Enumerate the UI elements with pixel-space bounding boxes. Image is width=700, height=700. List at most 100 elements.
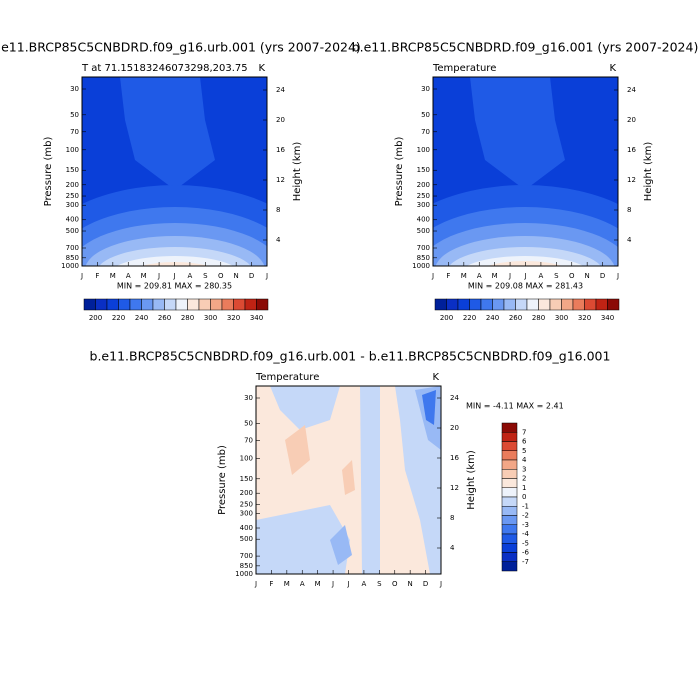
x-tick-label: J: [254, 580, 257, 588]
x-tick-label: M: [492, 272, 498, 280]
colorbar-box: [501, 506, 518, 516]
colorbar-label: 7: [522, 428, 526, 436]
y-tick-label: 70: [421, 128, 430, 136]
colorbar-label: 280: [181, 314, 194, 322]
colorbar-label: 220: [463, 314, 476, 322]
contour-field: [82, 77, 267, 266]
y-tick-label: 300: [240, 510, 253, 518]
y-tick-label: 250: [417, 192, 430, 200]
colorbar-label: 200: [89, 314, 102, 322]
colorbar-box: [515, 298, 528, 311]
x-tick-label: O: [569, 272, 575, 280]
colorbar-box: [106, 298, 119, 311]
x-tick-label: A: [477, 272, 482, 280]
colorbar-box: [492, 298, 505, 311]
colorbar-box: [538, 298, 551, 311]
y2-tick-label: 8: [276, 206, 280, 214]
y-tick-label: 100: [66, 146, 79, 154]
colorbar-label: -2: [522, 512, 529, 520]
y-tick-label: 250: [66, 192, 79, 200]
y2-tick-label: 20: [450, 424, 459, 432]
colorbar-label: 260: [158, 314, 171, 322]
colorbar-box: [256, 298, 269, 311]
y2-tick-label: 4: [627, 236, 632, 244]
y-tick-label: 150: [417, 166, 430, 174]
y2-tick-label: 24: [627, 86, 636, 94]
y-tick-label: 400: [417, 216, 430, 224]
panel-title: b.e11.BRCP85C5CNBDRD.f09_g16.urb.001 (yr…: [0, 40, 361, 55]
x-tick-label: O: [218, 272, 224, 280]
y-tick-label: 30: [421, 85, 430, 93]
colorbar-label: 340: [250, 314, 263, 322]
y2-tick-label: 8: [450, 514, 454, 522]
colorbar-box: [480, 298, 493, 311]
y-tick-label: 100: [417, 146, 430, 154]
x-tick-label: J: [616, 272, 619, 280]
colorbar-box: [501, 487, 518, 498]
y-tick-label: 1000: [412, 262, 430, 270]
colorbar-box: [501, 533, 518, 544]
x-tick-label: A: [188, 272, 193, 280]
colorbar-label: 4: [522, 456, 527, 464]
y-tick-label: 200: [240, 489, 253, 497]
colorbar-label: 3: [522, 465, 526, 473]
y-tick-label: 850: [240, 562, 253, 570]
colorbar-label: 220: [112, 314, 125, 322]
colorbar-box: [469, 298, 482, 311]
colorbar-box: [118, 298, 131, 311]
colorbar-box: [501, 478, 518, 488]
colorbar-label: 240: [486, 314, 499, 322]
contour-field: [433, 77, 618, 266]
y-tick-label: 70: [70, 128, 79, 136]
y-tick-label: 400: [66, 216, 79, 224]
colorbar-label: -6: [522, 549, 530, 557]
x-tick-label: J: [523, 272, 526, 280]
y-tick-label: 100: [240, 454, 253, 462]
colorbar-label: -4: [522, 530, 530, 538]
y2-tick-label: 16: [276, 146, 285, 154]
x-tick-label: J: [80, 272, 83, 280]
colorbar-label: 2: [522, 475, 526, 483]
y2-tick-label: 24: [276, 86, 285, 94]
y2-tick-label: 16: [627, 146, 636, 154]
colorbar-box: [501, 441, 518, 451]
y-tick-label: 30: [244, 394, 253, 402]
x-tick-label: M: [110, 272, 116, 280]
colorbar-box: [141, 298, 154, 311]
y-tick-label: 50: [421, 111, 430, 119]
colorbar-label: 0: [522, 493, 526, 501]
left-label: Temperature: [255, 372, 319, 383]
y2-tick-label: 4: [450, 544, 455, 552]
colorbar-box: [607, 298, 620, 311]
left-label: T at 71.15183246073298,203.75: [81, 63, 248, 74]
colorbar-box: [501, 432, 518, 442]
y-tick-label: 1000: [61, 262, 79, 270]
x-tick-label: S: [203, 272, 208, 280]
colorbar-box: [584, 298, 597, 311]
colorbar-label: -3: [522, 521, 529, 529]
x-tick-label: J: [265, 272, 268, 280]
colorbar-box: [501, 515, 518, 525]
y-axis-label: Pressure (mb): [43, 137, 54, 207]
right-label: K: [432, 372, 439, 383]
panel-title: b.e11.BRCP85C5CNBDRD.f09_g16.urb.001 - b…: [90, 349, 611, 364]
colorbar-box: [175, 298, 188, 311]
x-tick-label: O: [392, 580, 398, 588]
y2-tick-label: 24: [450, 394, 459, 402]
colorbar-label: 240: [135, 314, 148, 322]
colorbar-box: [83, 298, 96, 311]
colorbar-box: [595, 298, 608, 311]
y2-tick-label: 4: [276, 236, 281, 244]
colorbar-box: [549, 298, 562, 311]
y2-tick-label: 20: [627, 116, 636, 124]
y2-tick-label: 12: [450, 484, 459, 492]
x-tick-label: J: [431, 272, 434, 280]
y-tick-label: 50: [70, 111, 79, 119]
x-tick-label: A: [362, 580, 367, 588]
x-tick-label: D: [249, 272, 254, 280]
y2-axis-label: Height (km): [292, 142, 303, 202]
y-tick-label: 250: [240, 500, 253, 508]
y2-tick-label: 16: [450, 454, 459, 462]
colorbar-box: [501, 450, 518, 461]
